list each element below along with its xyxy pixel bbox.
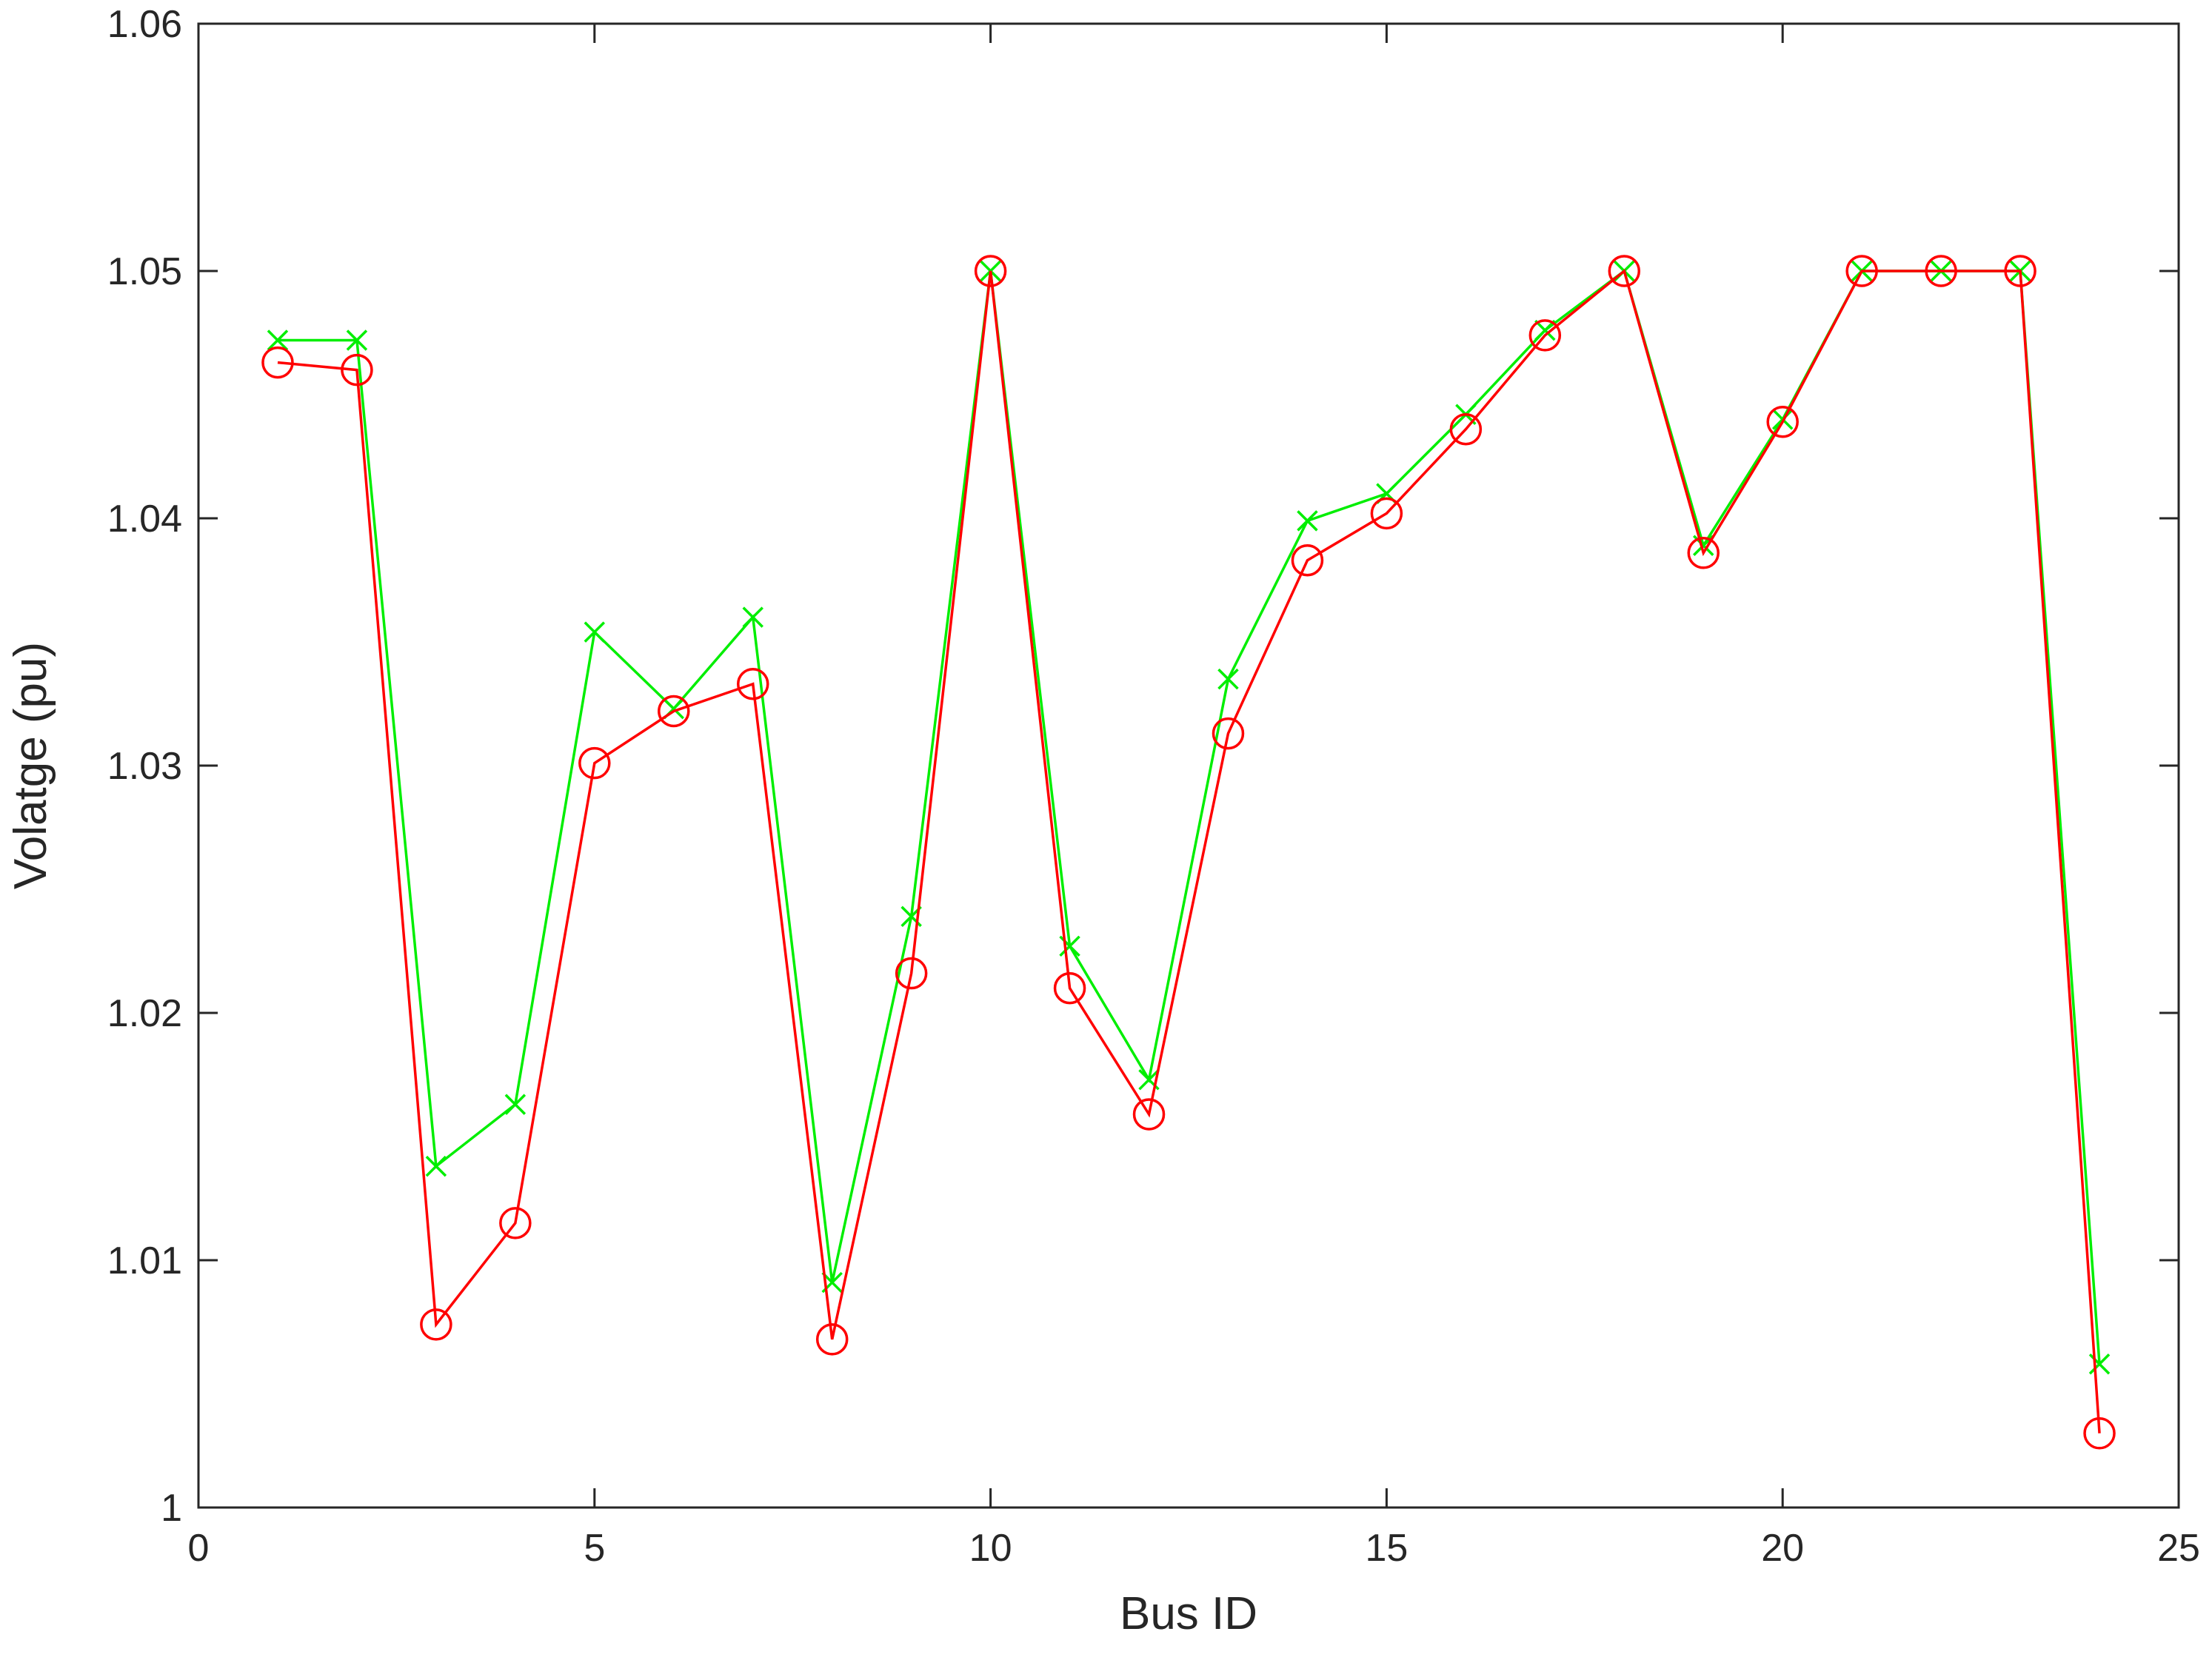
data-point-cross: [425, 1155, 447, 1177]
x-axis-label: Bus ID: [1120, 1588, 1257, 1639]
data-point-circle: [1132, 1098, 1166, 1131]
series-circle-marker: [261, 255, 2116, 1450]
data-point-cross: [267, 329, 289, 351]
data-point-circle: [1608, 255, 1641, 287]
x-tick-label: 15: [1365, 1527, 1408, 1570]
x-tick-label: 5: [584, 1527, 605, 1570]
data-point-circle: [1528, 319, 1562, 352]
data-point-circle: [1925, 255, 1957, 287]
y-tick-label: 1: [161, 1487, 182, 1530]
data-point-circle: [261, 346, 294, 379]
x-tick-label: 20: [1761, 1527, 1804, 1570]
y-tick-label: 1.02: [107, 992, 182, 1035]
data-point-circle: [499, 1207, 532, 1239]
data-point-circle: [1291, 544, 1324, 577]
data-point-cross: [1297, 510, 1318, 532]
data-point-circle: [1212, 717, 1245, 750]
data-point-cross: [742, 606, 763, 628]
y-tick-label: 1.05: [107, 250, 182, 293]
y-tick-label: 1.03: [107, 745, 182, 788]
data-point-circle: [1766, 405, 1799, 438]
data-point-circle: [2083, 1417, 2116, 1450]
data-point-circle: [341, 353, 373, 387]
series-group: [261, 255, 2116, 1450]
data-point-cross: [346, 329, 368, 351]
data-point-circle: [815, 1323, 849, 1356]
data-point-circle: [736, 668, 769, 700]
x-tick-label: 25: [2157, 1527, 2200, 1570]
data-point-circle: [1053, 971, 1086, 1005]
data-point-circle: [658, 695, 690, 728]
data-point-circle: [974, 255, 1007, 287]
data-point-circle: [1687, 537, 1720, 569]
x-tick-label: 0: [188, 1527, 210, 1570]
plot-area: [197, 22, 2180, 1509]
data-point-circle: [1370, 497, 1403, 530]
data-point-cross: [1534, 319, 1556, 341]
axis-ticks: 0 5 10 15 20 25 1 1.01 1.02 1.03 1.04 1.05 1.06: [107, 3, 2200, 1570]
data-point-cross: [504, 1094, 527, 1115]
data-point-cross: [584, 621, 606, 643]
series-line: [277, 268, 2101, 1433]
x-tick-label: 10: [969, 1527, 1012, 1570]
y-tick-label: 1.01: [107, 1239, 182, 1282]
data-point-circle: [1449, 413, 1483, 446]
data-point-circle: [578, 746, 611, 780]
y-tick-label: 1.04: [107, 498, 182, 541]
y-tick-label: 1.06: [107, 3, 182, 46]
data-point-circle: [895, 957, 928, 990]
data-point-circle: [420, 1308, 452, 1341]
data-point-circle: [1845, 255, 1878, 287]
data-point-circle: [2004, 255, 2036, 287]
y-axis-label: Volatge (pu): [5, 642, 56, 889]
data-point-cross: [1217, 668, 1239, 690]
